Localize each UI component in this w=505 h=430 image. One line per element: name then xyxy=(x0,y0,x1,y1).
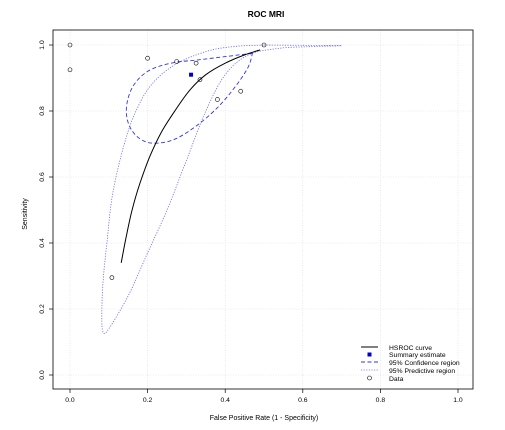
legend-confidence: 95% Confidence region xyxy=(389,360,460,367)
data-point xyxy=(145,55,150,61)
plot-frame xyxy=(52,29,474,390)
data-point xyxy=(197,77,203,82)
legend: HSROC curve Summary estimate 95% Confide… xyxy=(361,345,460,383)
data-point xyxy=(109,275,115,280)
y-tick-label: 1.0 xyxy=(39,40,46,50)
y-tick-label: 0.6 xyxy=(39,172,46,182)
x-tick-label: 1.0 xyxy=(453,397,463,404)
y-axis-ticks: 0.0 0.2 0.4 0.6 0.8 1.0 xyxy=(39,40,53,380)
data-point xyxy=(238,88,244,94)
y-tick-label: 0.0 xyxy=(39,370,46,380)
y-tick-label: 0.8 xyxy=(39,106,46,116)
x-tick-label: 0.6 xyxy=(298,397,308,404)
summary-estimate-marker xyxy=(189,72,194,77)
predictive-region xyxy=(101,44,343,335)
y-tick-label: 0.4 xyxy=(39,238,46,248)
data-points xyxy=(67,42,267,280)
y-tick-label: 0.2 xyxy=(39,304,46,314)
legend-data: Data xyxy=(389,376,404,383)
legend-summary: Summary estimate xyxy=(389,352,446,359)
data-point xyxy=(67,67,73,73)
legend-marker-summary xyxy=(367,352,372,357)
x-tick-label: 0.2 xyxy=(143,397,153,404)
legend-predictive: 95% Predictive region xyxy=(389,368,455,375)
x-tick-label: 0.0 xyxy=(65,397,75,404)
data-point xyxy=(193,60,199,66)
x-axis-ticks: 0.0 0.2 0.4 0.6 0.8 1.0 xyxy=(65,389,463,404)
hsroc-curve xyxy=(120,49,261,263)
data-point xyxy=(174,59,179,64)
legend-hsroc: HSROC curve xyxy=(389,345,432,352)
legend-marker-data xyxy=(367,375,372,381)
data-point xyxy=(261,42,267,48)
data-point xyxy=(215,97,220,102)
x-axis-label: False Positive Rate (1 - Specificity) xyxy=(210,415,319,422)
data-point xyxy=(67,42,73,48)
chart-title: ROC MRI xyxy=(248,9,285,19)
y-axis-label: Sensitivity xyxy=(22,198,29,230)
x-tick-label: 0.4 xyxy=(220,397,230,404)
x-tick-label: 0.8 xyxy=(376,397,386,404)
